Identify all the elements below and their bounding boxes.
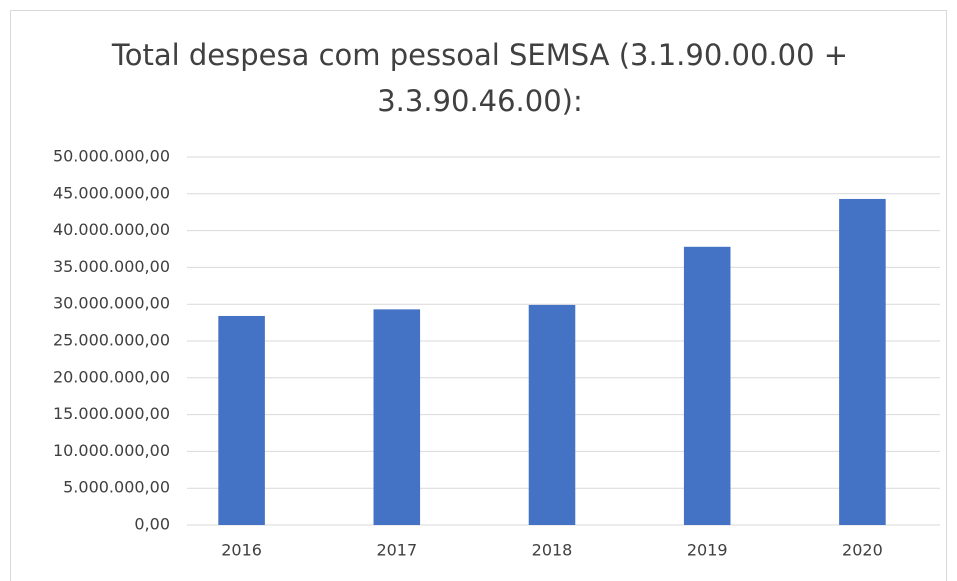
chart-border (10, 10, 947, 581)
y-tick-label: 30.000.000,00 (53, 294, 170, 313)
y-tick-label: 5.000.000,00 (63, 478, 170, 497)
x-tick-label: 2018 (532, 541, 573, 560)
y-tick-label: 45.000.000,00 (53, 183, 170, 202)
y-tick-label: 0,00 (134, 515, 170, 534)
y-tick-label: 40.000.000,00 (53, 220, 170, 239)
x-tick-label: 2019 (687, 541, 728, 560)
bar (683, 246, 731, 526)
bar (839, 198, 886, 525)
x-tick-label: 2016 (221, 541, 262, 560)
y-tick-label: 10.000.000,00 (53, 441, 170, 460)
chart-title: Total despesa com pessoal SEMSA (3.1.90.… (111, 38, 849, 118)
y-tick-label: 15.000.000,00 (53, 404, 170, 423)
y-tick-label: 25.000.000,00 (53, 331, 170, 350)
y-tick-label: 35.000.000,00 (53, 257, 170, 276)
bar (373, 309, 421, 525)
y-tick-label: 20.000.000,00 (53, 367, 170, 386)
x-tick-label: 2017 (376, 541, 417, 560)
bar (218, 315, 265, 525)
y-tick-label: 50.000.000,00 (53, 147, 170, 166)
bar (528, 304, 576, 525)
x-tick-label: 2020 (842, 541, 883, 560)
